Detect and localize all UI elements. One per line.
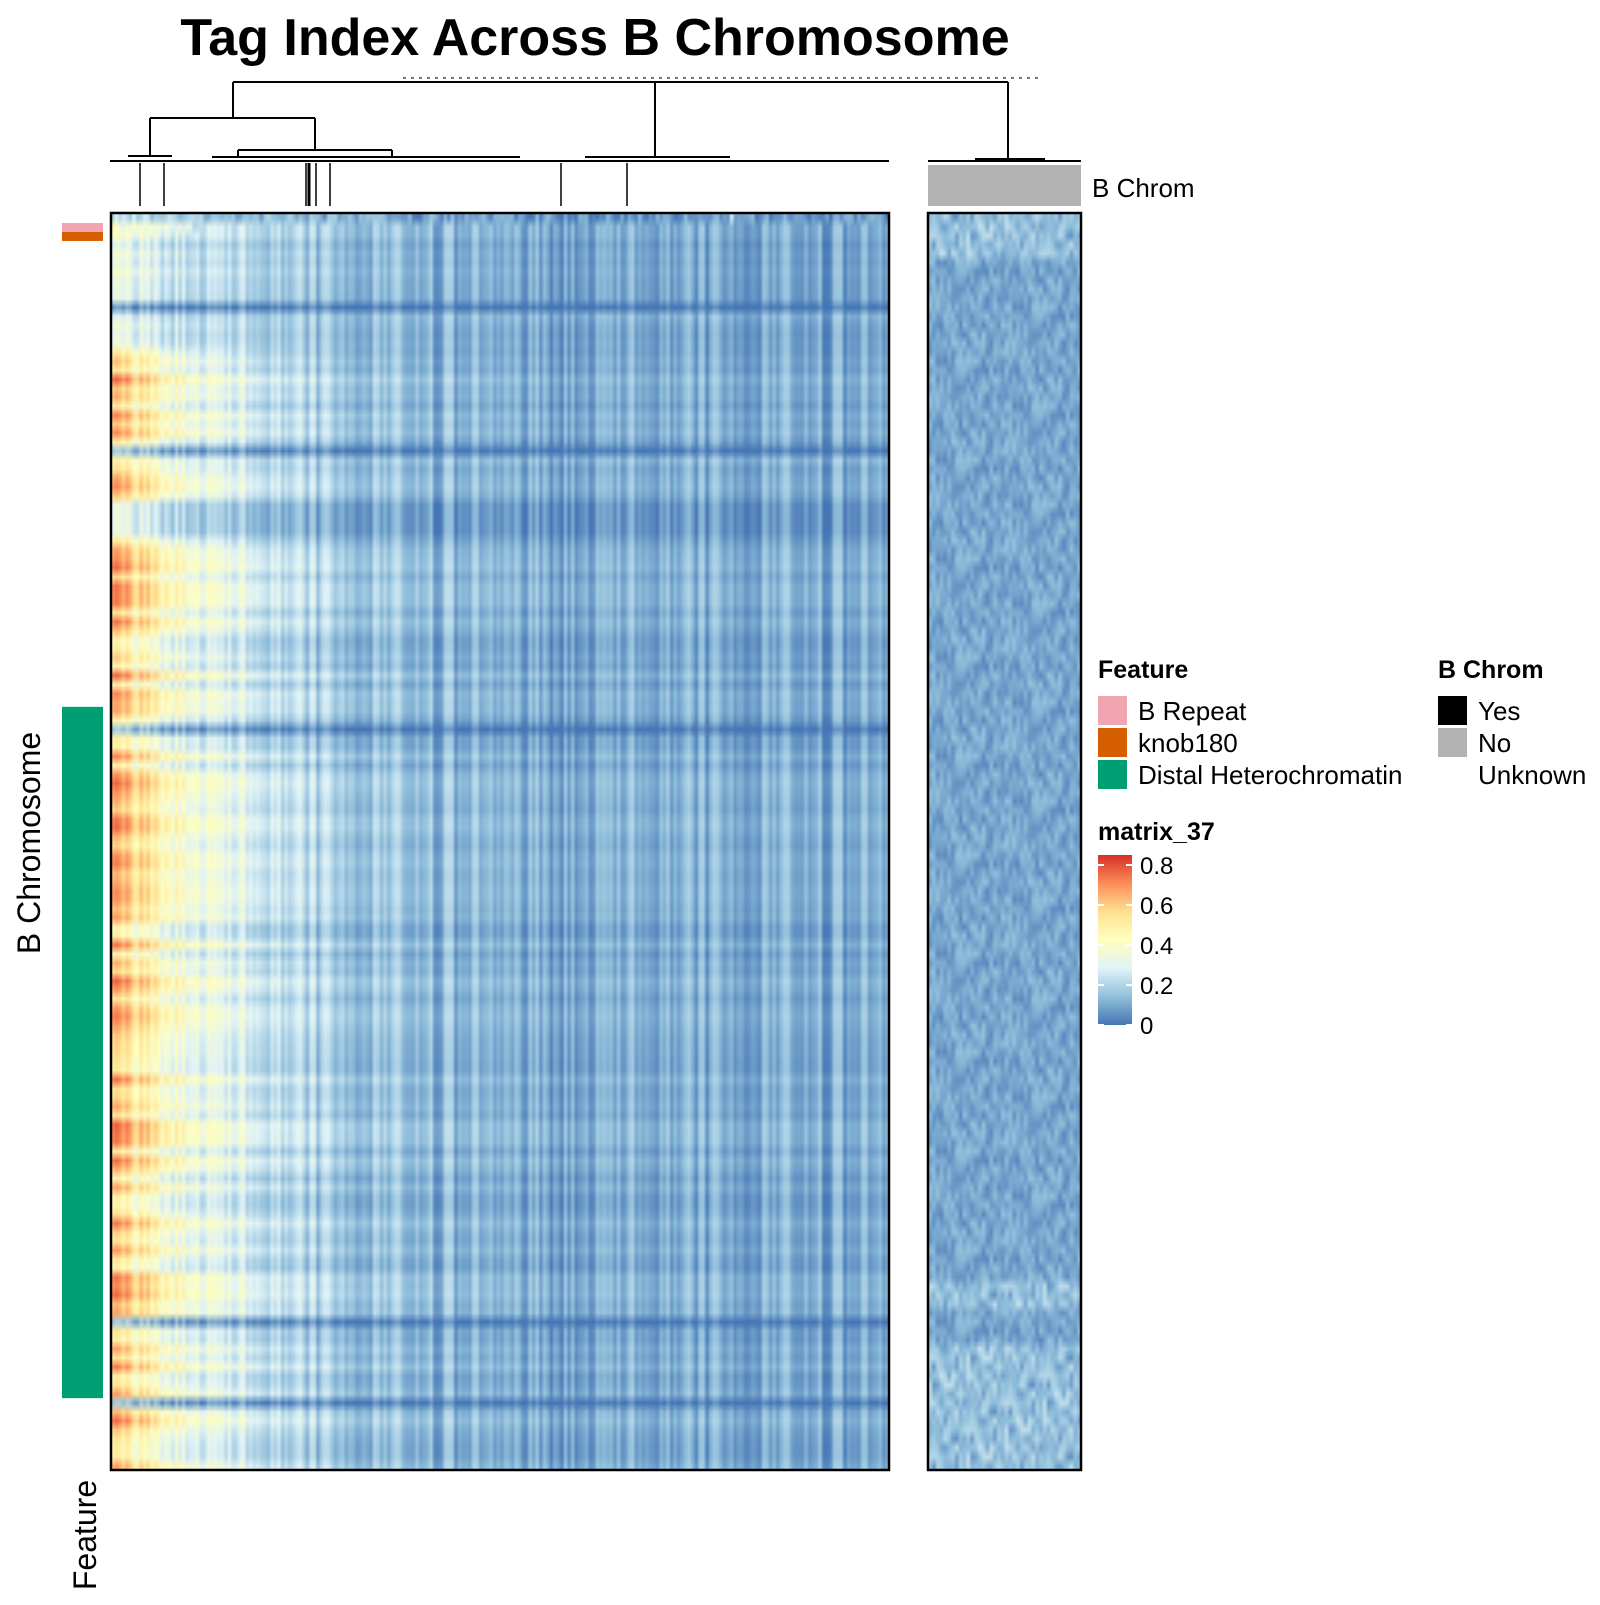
bchrom-annotation-no xyxy=(928,165,1081,206)
legend-swatch-no xyxy=(1438,728,1467,757)
chart-title: Tag Index Across B Chromosome xyxy=(180,9,1009,67)
feature-block-distal-heterochromatin xyxy=(62,706,103,1399)
color-scale-tick-label: 0.4 xyxy=(1140,933,1173,960)
heatmap-left-panel xyxy=(109,211,891,1472)
feature-block-knob180 xyxy=(62,231,103,241)
color-scale-legend: matrix_37 0.8 0.6 0.4 0.2 0 xyxy=(1098,818,1215,1040)
feature-annotation-axis-label: Feature xyxy=(67,1480,103,1590)
heatmap-right-panel xyxy=(926,211,1083,1472)
heatmap-right-border xyxy=(926,211,1083,1472)
color-scale-tick-label: 0.8 xyxy=(1140,853,1173,880)
heatmap-left-border xyxy=(109,211,891,1472)
color-scale-tick-label: 0 xyxy=(1140,1013,1153,1040)
legend-label-b-repeat: B Repeat xyxy=(1138,696,1247,726)
legend-label-yes: Yes xyxy=(1478,696,1520,726)
legend-label-unknown: Unknown xyxy=(1478,760,1586,790)
bchrom-legend: B Chrom Yes No Unknown xyxy=(1438,656,1586,790)
heatmap-left-cells xyxy=(111,213,889,1470)
feature-legend-title: Feature xyxy=(1098,656,1188,684)
legend-label-distal-heterochromatin: Distal Heterochromatin xyxy=(1138,760,1402,790)
bchrom-annotation-label: B Chrom xyxy=(1092,173,1195,203)
legend-swatch-knob180 xyxy=(1098,728,1127,757)
color-scale-tick-label: 0.2 xyxy=(1140,973,1173,1000)
legend-swatch-yes xyxy=(1438,696,1467,725)
legend-swatch-b-repeat xyxy=(1098,696,1127,725)
feature-block-b-repeat xyxy=(62,223,103,232)
feature-legend: Feature B Repeat knob180 Distal Heteroch… xyxy=(1098,656,1402,790)
column-dendrogram xyxy=(110,77,1081,162)
legend-swatch-distal-heterochromatin xyxy=(1098,760,1127,789)
legend-label-knob180: knob180 xyxy=(1138,728,1238,758)
color-scale-tick-label: 0.6 xyxy=(1140,893,1173,920)
color-scale-bar xyxy=(1098,855,1132,1025)
column-split-ticks xyxy=(139,163,628,206)
color-scale-title: matrix_37 xyxy=(1098,818,1215,846)
feature-row-annotation xyxy=(62,223,103,1399)
row-title: B Chromosome xyxy=(11,732,47,954)
legend-label-no: No xyxy=(1478,728,1511,758)
bchrom-legend-title: B Chrom xyxy=(1438,656,1544,684)
legend-swatch-unknown xyxy=(1438,760,1467,789)
heatmap-right-cells xyxy=(928,213,1081,1470)
